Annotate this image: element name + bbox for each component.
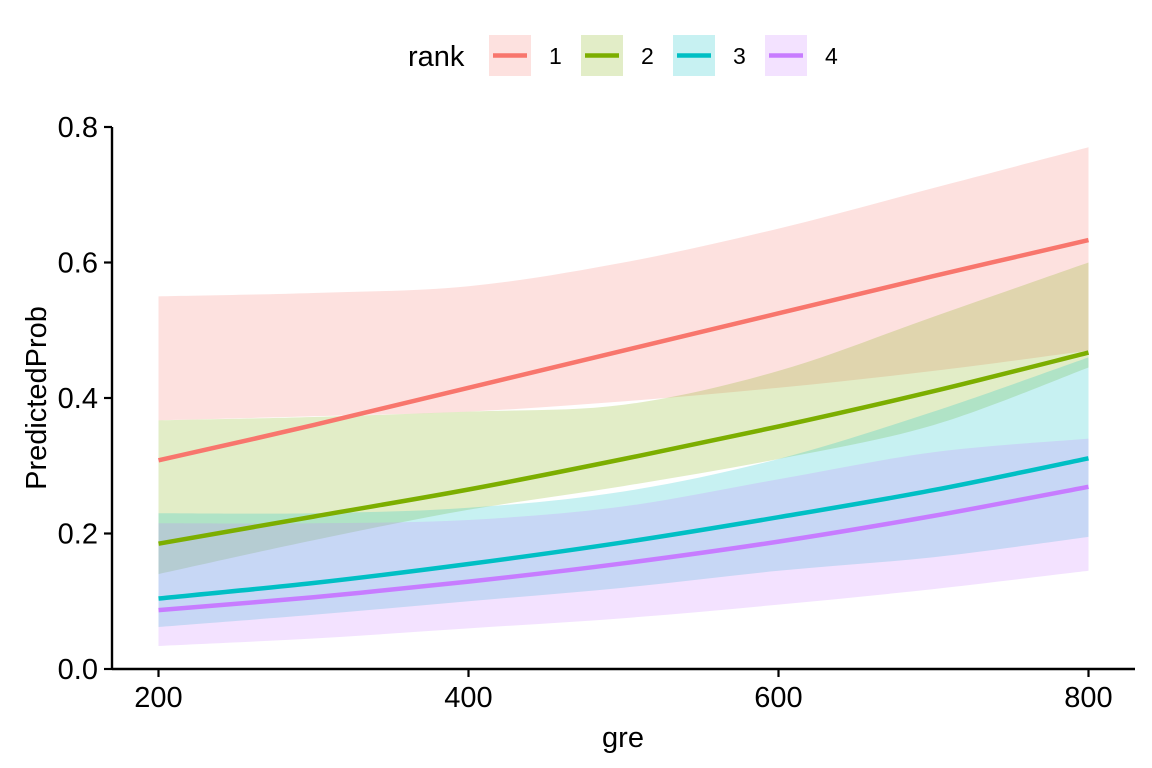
y-tick-label: 0.4 xyxy=(58,383,98,415)
legend-item-rank-4: 4 xyxy=(765,35,838,76)
legend-label: 4 xyxy=(825,43,838,69)
y-tick-label: 0.8 xyxy=(58,112,98,144)
legend-item-rank-2: 2 xyxy=(581,35,654,76)
line-rank-4 xyxy=(158,484,1089,613)
line-rank-3 xyxy=(158,456,1089,601)
x-tick-label: 600 xyxy=(754,682,802,714)
series-lines xyxy=(158,237,1090,613)
x-tick-label: 800 xyxy=(1064,682,1112,714)
ribbon-rank-2 xyxy=(158,262,1089,575)
legend-title: rank xyxy=(408,41,465,73)
legend-label: 1 xyxy=(549,43,562,69)
x-axis-ticks: 200 400 600 800 xyxy=(134,669,1113,714)
legend-item-rank-1: 1 xyxy=(489,35,562,76)
y-tick-label: 0.0 xyxy=(58,654,98,686)
y-tick-label: 0.6 xyxy=(58,248,98,280)
line-rank-2 xyxy=(158,350,1090,546)
x-tick-label: 200 xyxy=(134,682,182,714)
legend-label: 2 xyxy=(641,43,654,69)
y-axis-ticks: 0.0 0.2 0.4 0.6 0.8 xyxy=(58,112,112,686)
legend-item-rank-3: 3 xyxy=(673,35,746,76)
legend: rank 1 2 3 4 xyxy=(408,35,838,76)
ribbon-rank-1 xyxy=(158,147,1089,421)
line-rank-1 xyxy=(158,237,1090,463)
x-tick-label: 400 xyxy=(444,682,492,714)
x-axis-title: gre xyxy=(602,722,644,754)
y-axis-title: PredictedProb xyxy=(21,306,53,490)
legend-label: 3 xyxy=(733,43,746,69)
ribbon-rank-3 xyxy=(158,357,1089,627)
confidence-ribbons xyxy=(158,147,1089,646)
y-tick-label: 0.2 xyxy=(58,519,98,551)
